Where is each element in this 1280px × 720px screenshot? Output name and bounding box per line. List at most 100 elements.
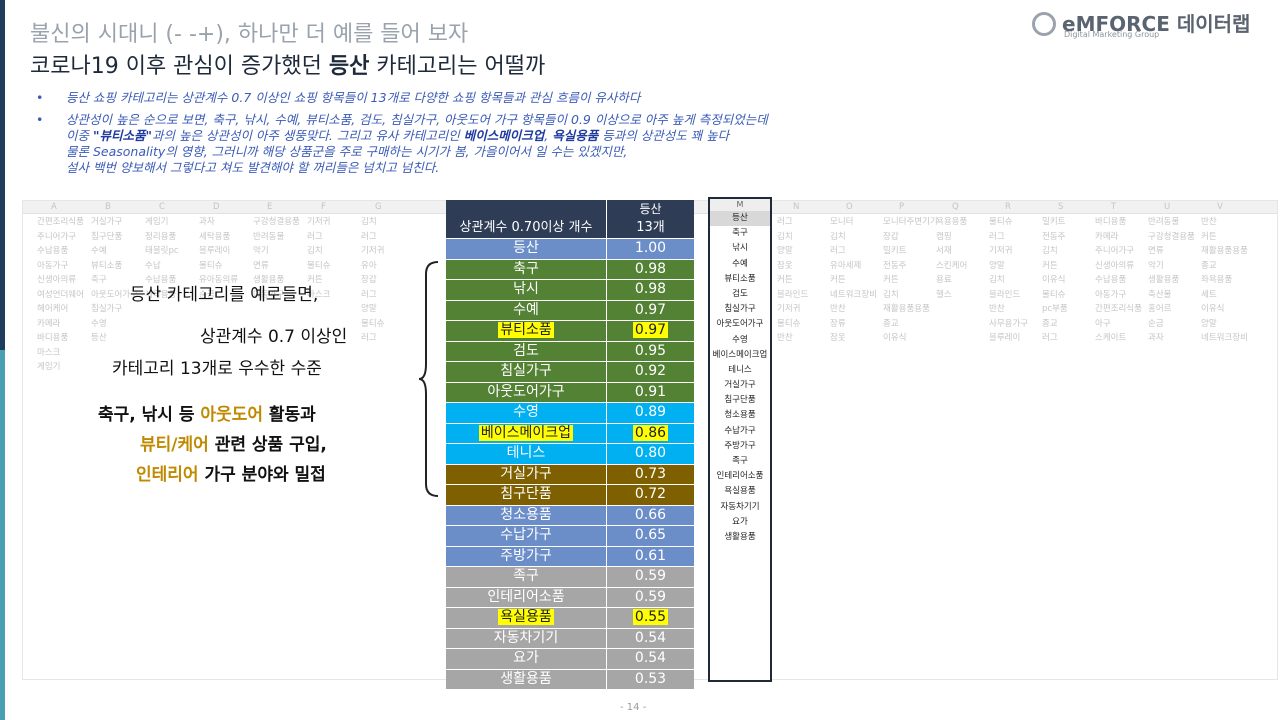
category-name: 아웃도어가구: [446, 382, 607, 402]
bg-cell: 기저귀: [777, 304, 801, 314]
bg-cell: 네트워크장비: [830, 289, 877, 300]
correlation-value: 0.59: [634, 588, 667, 605]
logo-subtext: Digital Marketing Group: [1064, 30, 1160, 39]
correlation-value: 0.86: [632, 424, 669, 441]
bg-cell: 뷰티소품: [91, 260, 123, 271]
correlation-value: 0.54: [634, 629, 667, 646]
callout-line-5: 뷰티/케어 관련 상품 구입,: [140, 435, 327, 455]
bg-cell: 이유식: [883, 333, 907, 343]
bg-cell: 유아: [361, 260, 377, 271]
bg-cell: 세탁용품: [199, 231, 231, 242]
bg-cell: 김치: [777, 231, 793, 242]
category-name: 요가: [446, 649, 607, 669]
bg-cell: 물티슈: [1042, 289, 1066, 300]
correlation-value: 0.59: [634, 568, 667, 584]
table-row: 축구 0.98: [446, 258, 694, 279]
bg-cell: 블루레이: [989, 333, 1021, 343]
correlation-value: 0.98: [634, 281, 667, 297]
callout-line-3: 카테고리 13개로 우수한 수준: [112, 359, 322, 379]
logo-text: eMFORCE 데이터랩: [1062, 12, 1251, 36]
bg-cell: 좌욕용품: [1201, 275, 1233, 285]
bg-cell: 재활용품용품: [883, 304, 930, 314]
bg-cell: 러그: [989, 231, 1005, 242]
bg-cell: 아동가구: [1095, 289, 1127, 300]
bg-cell: 구강청결용품: [253, 217, 300, 227]
m-column-item: 요가: [732, 516, 748, 527]
bg-cell: 장갑: [883, 231, 899, 242]
bg-cell: 커튼: [777, 275, 793, 285]
correlation-value: 0.95: [634, 342, 667, 359]
bg-cell: 순금: [1148, 318, 1164, 329]
bg-cell: 스킨케어: [936, 260, 968, 271]
bg-cell: 바디용품: [1095, 217, 1127, 227]
table-row: 거실가구 0.73: [446, 463, 694, 484]
bg-cell: 정리용품: [145, 231, 177, 242]
bg-col-letter: P: [899, 202, 905, 212]
bg-cell: 카메라: [1095, 231, 1119, 242]
bg-col-letter: S: [1058, 202, 1064, 212]
correlation-value: 0.98: [634, 260, 667, 277]
bg-cell: 커튼: [830, 275, 846, 285]
bg-cell: 수납용품: [1095, 275, 1127, 285]
bg-cell: 축산물: [1148, 289, 1172, 300]
bg-cell: 기저귀: [307, 217, 331, 227]
m-column-item: 낚시: [732, 243, 748, 254]
bg-cell: 블루레이: [199, 246, 231, 256]
bullet-2-line-3: 물론 Seasonality의 영향, 그러니까 해당 상품군을 주로 구매하는…: [66, 144, 628, 159]
bg-col-letter: A: [51, 202, 57, 212]
bg-cell: 물티슈: [777, 318, 801, 329]
bg-col-letter: O: [846, 202, 853, 212]
bg-cell: 구강청결용품: [1148, 231, 1195, 242]
correlation-value: 0.54: [634, 650, 667, 666]
bg-cell: 아동가구: [253, 289, 285, 300]
left-accent-bar-dark: [0, 0, 5, 350]
table-row: 검도 0.95: [446, 340, 694, 361]
m-column-item: 자동차기기: [720, 501, 760, 512]
count-value: 13개: [636, 220, 665, 235]
bg-cell: 장갑: [361, 275, 377, 285]
table-header: 등산: [446, 200, 694, 218]
bg-cell: 간편조리식품: [1095, 304, 1142, 314]
bg-cell: 홍어르: [1148, 304, 1172, 314]
table-row: 요가 0.54: [446, 648, 694, 669]
category-name: 베이스메이크업: [446, 423, 607, 443]
category-name: 거실가구: [446, 464, 607, 484]
m-column-item: 검도: [732, 288, 748, 299]
bg-cell: 태블릿pc: [145, 246, 179, 256]
m-column-item: 생활용품: [724, 531, 756, 542]
bg-col-letter: G: [375, 202, 382, 212]
bg-cell: 거실가구: [91, 217, 123, 227]
table-row: 생활용품 0.53: [446, 668, 694, 689]
bg-cell: 수납용품: [37, 246, 69, 256]
bg-cell: 용료: [936, 275, 952, 285]
bg-cell: 양말: [777, 246, 793, 256]
bg-cell: pc부품: [1042, 304, 1068, 314]
bg-cell: 러그: [361, 333, 377, 343]
bg-cell: 양말: [361, 304, 377, 314]
bg-cell: 종교: [883, 318, 899, 329]
bg-cell: 수납용품: [145, 275, 177, 285]
bg-col-letter: C: [159, 202, 165, 212]
bg-cell: 침구단품: [91, 231, 123, 242]
bg-cell: 헬스: [936, 289, 952, 300]
correlation-value: 0.89: [634, 404, 667, 420]
m-column-item: 축구: [732, 228, 748, 239]
callout-line-2: 상관계수 0.7 이상인: [200, 327, 348, 347]
bg-cell: 밀키트: [883, 246, 907, 256]
bg-cell: 신생아의류: [37, 275, 77, 285]
category-name: 생활용품: [446, 669, 607, 689]
bg-cell: 물티슈: [307, 260, 331, 271]
table-row: 수영 0.89: [446, 402, 694, 423]
bg-cell: 종교: [1201, 260, 1217, 271]
category-name: 등산: [446, 239, 607, 259]
company-logo: eMFORCE 데이터랩 Digital Marketing Group: [1032, 8, 1251, 39]
bg-cell: 과자: [199, 217, 215, 227]
bg-cell: 유아세제: [830, 260, 862, 271]
table-row: 욕실용품 0.55: [446, 607, 694, 628]
correlation-value: 0.61: [634, 547, 667, 564]
summary-bullets: 등산 쇼핑 카테고리는 상관계수 0.7 이상인 쇼핑 항목들이 13개로 다양…: [36, 90, 936, 182]
m-column-item: 수예: [732, 258, 748, 269]
bg-cell: 커튼: [1201, 231, 1217, 242]
table-row: 뷰티소품 0.97: [446, 320, 694, 341]
table-count-row: 상관계수 0.70이상 개수 13개: [446, 218, 694, 238]
